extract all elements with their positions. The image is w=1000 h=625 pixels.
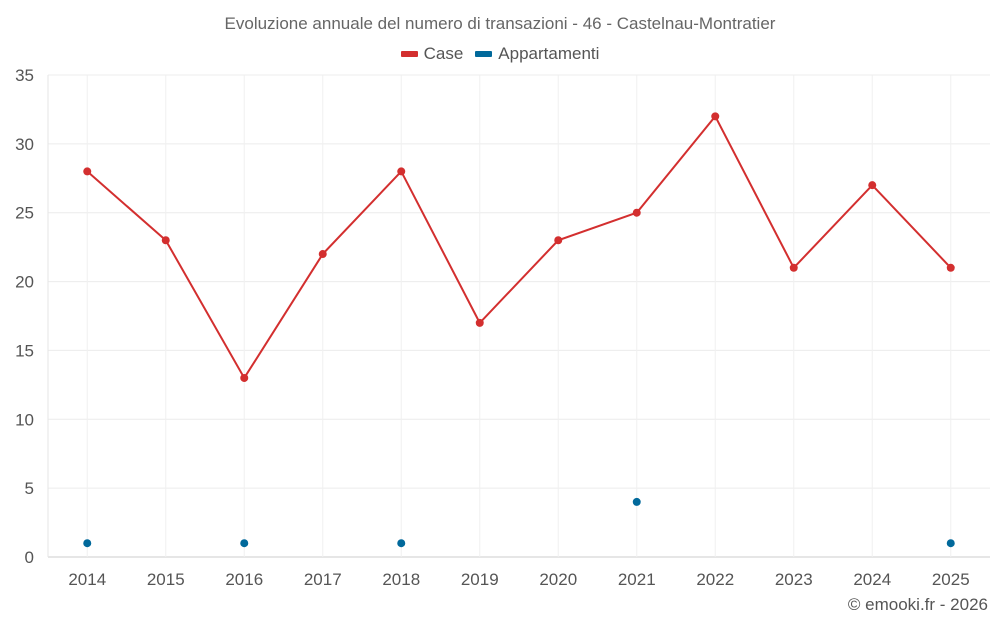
- data-point-case: [397, 167, 406, 176]
- y-tick-label: 15: [15, 341, 34, 360]
- data-point-case: [868, 181, 877, 190]
- x-tick-label: 2018: [382, 570, 420, 589]
- data-point-appartamenti: [946, 539, 955, 548]
- chart-legend: Case Appartamenti: [0, 44, 1000, 64]
- legend-label-case: Case: [423, 44, 464, 63]
- y-tick-label: 5: [25, 479, 34, 498]
- data-point-case: [554, 236, 563, 245]
- y-tick-label: 20: [15, 273, 34, 292]
- x-tick-label: 2021: [618, 570, 656, 589]
- data-point-case: [240, 373, 249, 382]
- series-line-case: [86, 114, 952, 380]
- data-point-case: [83, 167, 92, 176]
- x-tick-label: 2014: [68, 570, 106, 589]
- x-tick-label: 2020: [539, 570, 577, 589]
- y-tick-label: 30: [15, 135, 34, 154]
- data-point-appartamenti: [632, 497, 641, 506]
- data-point-appartamenti: [240, 539, 249, 548]
- x-tick-label: 2022: [696, 570, 734, 589]
- y-tick-label: 35: [15, 66, 34, 85]
- data-point-case: [789, 263, 798, 272]
- legend-swatch-case: [400, 51, 418, 57]
- legend-item-case[interactable]: Case: [400, 44, 464, 64]
- credit-text: © emooki.fr - 2026: [847, 595, 988, 614]
- data-point-case: [318, 250, 327, 259]
- chart-title: Evoluzione annuale del numero di transaz…: [224, 14, 776, 33]
- x-tick-label: 2017: [304, 570, 342, 589]
- data-point-case: [711, 112, 720, 121]
- data-point-case: [632, 208, 641, 217]
- data-point-appartamenti: [83, 539, 92, 548]
- data-point-appartamenti: [397, 539, 406, 548]
- x-tick-label: 2024: [853, 570, 891, 589]
- x-tick-label: 2015: [147, 570, 185, 589]
- x-tick-label: 2019: [461, 570, 499, 589]
- y-tick-label: 25: [15, 204, 34, 223]
- x-tick-label: 2025: [932, 570, 970, 589]
- data-point-case: [161, 236, 170, 245]
- legend-item-appartamenti[interactable]: Appartamenti: [475, 44, 599, 64]
- legend-label-appartamenti: Appartamenti: [498, 44, 600, 63]
- y-tick-label: 0: [25, 548, 34, 567]
- x-tick-label: 2023: [775, 570, 813, 589]
- data-point-case: [946, 263, 955, 272]
- y-tick-label: 10: [15, 410, 34, 429]
- x-tick-label: 2016: [225, 570, 263, 589]
- legend-swatch-appartamenti: [475, 51, 493, 57]
- data-point-case: [475, 318, 484, 327]
